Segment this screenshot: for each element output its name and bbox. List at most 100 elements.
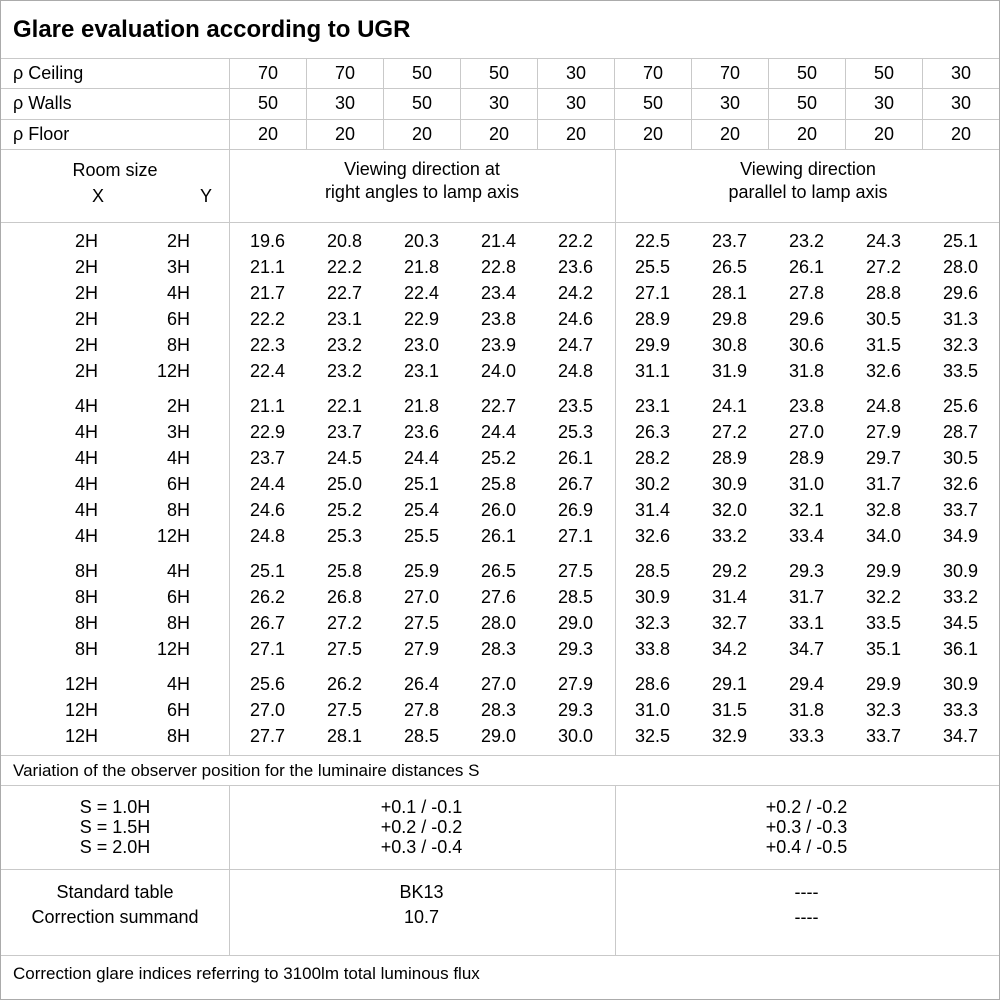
summary-value-right-angles: 10.7	[403, 907, 440, 927]
room-size-cell: 4H 4H	[1, 448, 229, 469]
ugr-value: 27.1	[634, 282, 671, 303]
ugr-value: 24.3	[865, 230, 902, 251]
ugr-value: 22.4	[403, 282, 440, 303]
ugr-value: 27.8	[403, 699, 440, 720]
ugr-value: 22.8	[480, 256, 517, 277]
room-size-x: 4H	[74, 499, 98, 520]
ugr-value: 21.1	[249, 256, 286, 277]
ugr-value: 29.3	[557, 699, 594, 720]
room-size-x: 4H	[74, 447, 98, 468]
ugr-value: 31.3	[942, 308, 979, 329]
room-size-y: 8H	[166, 612, 190, 633]
ugr-value: 22.3	[249, 334, 286, 355]
column-divider	[229, 870, 230, 955]
observer-variation-row: S = 1.5H +0.2 / -0.2 +0.3 / -0.3	[1, 817, 999, 837]
summary-label: Correction summand	[31, 907, 199, 927]
ugr-value: 32.1	[788, 499, 825, 520]
ugr-value: 26.7	[557, 473, 594, 494]
ugr-value: 25.1	[403, 473, 440, 494]
group-divider	[615, 786, 616, 869]
ugr-value: 24.8	[249, 525, 286, 546]
correction-value-parallel: +0.4 / -0.5	[765, 837, 848, 857]
ugr-value: 30.5	[942, 447, 979, 468]
ugr-data-section: 2H 2H 19.6 20.8 20.3 21.4 22.2 22.5 23.7 23.2 24.3…	[1, 223, 999, 756]
ugr-value: 25.8	[326, 560, 363, 581]
ugr-value: 27.8	[788, 282, 825, 303]
group-divider	[615, 870, 616, 955]
room-size-y: 6H	[166, 308, 190, 329]
ugr-value: 23.1	[326, 308, 363, 329]
ugr-value: 22.4	[249, 360, 286, 381]
ugr-value: 33.2	[942, 586, 979, 607]
ugr-value: 36.1	[942, 638, 979, 659]
ugr-value: 22.2	[249, 308, 286, 329]
room-size-x: 2H	[74, 308, 98, 329]
room-size-y: 4H	[166, 282, 190, 303]
room-size-cell: 2H 2H	[1, 231, 229, 252]
ugr-value: 32.6	[942, 473, 979, 494]
ugr-value: 25.5	[634, 256, 671, 277]
column-divider	[229, 223, 230, 755]
ugr-value: 31.7	[788, 586, 825, 607]
room-size-y: 8H	[166, 499, 190, 520]
room-size-cell: 2H 6H	[1, 309, 229, 330]
variation-note-row: Variation of the observer position for t…	[1, 756, 999, 786]
ugr-value: 32.9	[711, 725, 748, 746]
reflectance-value: 20	[537, 119, 614, 149]
room-size-cell: 2H 4H	[1, 283, 229, 304]
ugr-value: 30.2	[634, 473, 671, 494]
ugr-value: 31.0	[788, 473, 825, 494]
ugr-value: 27.7	[249, 725, 286, 746]
viewing-direction-parallel-header: Viewing direction parallel to lamp axis	[615, 158, 999, 204]
ugr-value: 30.9	[634, 586, 671, 607]
room-size-y: 12H	[156, 525, 190, 546]
ugr-value: 23.2	[788, 230, 825, 251]
ugr-value: 27.9	[403, 638, 440, 659]
ugr-value: 28.5	[403, 725, 440, 746]
room-size-x: 2H	[74, 282, 98, 303]
reflectance-value: 30	[922, 59, 999, 89]
ugr-value: 25.4	[403, 499, 440, 520]
ugr-value: 33.3	[942, 699, 979, 720]
ugr-table-row: 4H 8H 24.6 25.2 25.4 26.0 26.9 31.4 32.0 32.1 32.8…	[1, 497, 999, 523]
reflectance-value: 20	[383, 119, 460, 149]
ugr-value: 25.3	[326, 525, 363, 546]
ugr-value: 35.1	[865, 638, 902, 659]
reflectance-label: ρ Walls	[13, 93, 72, 114]
room-size-y: 8H	[166, 334, 190, 355]
observer-variation-row: S = 2.0H +0.3 / -0.4 +0.4 / -0.5	[1, 837, 999, 857]
group-title-line: right angles to lamp axis	[324, 182, 520, 202]
ugr-value: 23.1	[634, 395, 671, 416]
page-title: Glare evaluation according to UGR	[13, 15, 411, 43]
ugr-row-group: 12H 4H 25.6 26.2 26.4 27.0 27.9 28.6 29.1 29.4 29.…	[1, 671, 999, 749]
ugr-value: 26.0	[480, 499, 517, 520]
reflectance-value: 30	[537, 89, 614, 119]
ugr-value: 27.0	[249, 699, 286, 720]
ugr-value: 28.0	[480, 612, 517, 633]
ugr-value: 23.8	[788, 395, 825, 416]
ugr-value: 23.8	[480, 308, 517, 329]
ugr-value: 33.7	[865, 725, 902, 746]
ugr-value: 26.2	[249, 586, 286, 607]
correction-value-right-angles: +0.2 / -0.2	[380, 817, 463, 837]
ugr-value: 27.5	[403, 612, 440, 633]
reflectance-value: 30	[691, 89, 768, 119]
ugr-value: 31.7	[865, 473, 902, 494]
room-size-y: 2H	[166, 395, 190, 416]
room-size-y: 3H	[166, 421, 190, 442]
ugr-value: 33.5	[942, 360, 979, 381]
summary-value-parallel: ----	[794, 907, 819, 927]
summary-label: Standard table	[56, 882, 174, 902]
ugr-value: 26.1	[557, 447, 594, 468]
reflectance-value: 70	[614, 59, 691, 89]
room-size-x: 12H	[64, 699, 98, 720]
ugr-value: 31.5	[865, 334, 902, 355]
ugr-value: 32.0	[711, 499, 748, 520]
room-size-cell: 2H 3H	[1, 257, 229, 278]
ugr-value: 25.2	[326, 499, 363, 520]
ugr-value: 24.1	[711, 395, 748, 416]
room-size-cell: 8H 12H	[1, 639, 229, 660]
ugr-value: 27.6	[480, 586, 517, 607]
correction-value-right-angles: +0.3 / -0.4	[380, 837, 463, 857]
ugr-value: 32.6	[865, 360, 902, 381]
